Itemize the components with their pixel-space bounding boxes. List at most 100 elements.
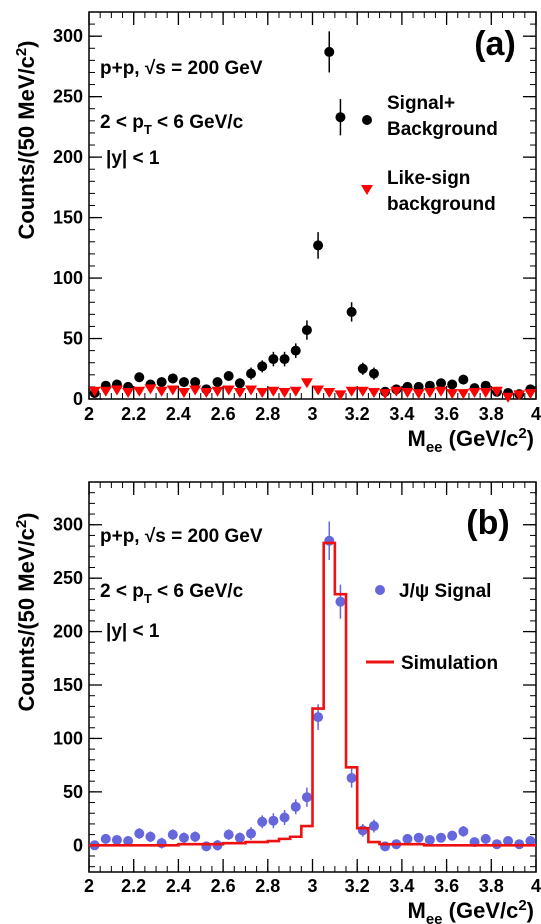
legend-b: J/ψ Signal Simulation (366, 581, 498, 674)
x-tick-label-a: 3 (307, 404, 317, 424)
data-point-b-0 (280, 813, 290, 823)
data-point-b-0 (414, 833, 424, 843)
like-sign-point (357, 387, 369, 397)
data-point-b-0 (190, 832, 200, 842)
legend-label-signal-background-2: Background (387, 119, 498, 140)
x-tick-label-a: 2.2 (121, 404, 146, 424)
data-point-a-0 (257, 361, 267, 371)
x-tick-label-a: 2.6 (211, 404, 236, 424)
data-point-b-0 (246, 829, 256, 839)
legend-marker-signal-background (362, 115, 372, 125)
data-point-b-0 (168, 830, 178, 840)
y-tick-label-a: 100 (53, 268, 83, 288)
like-sign-point (312, 386, 324, 396)
y-tick-label-a: 300 (53, 26, 83, 46)
x-axis-title-b: Mee (GeV/c2) (408, 897, 535, 924)
data-point-b-0 (425, 835, 435, 845)
data-point-a-0 (280, 354, 290, 364)
data-point-b-0 (257, 817, 267, 827)
x-tick-label-b: 2.8 (255, 876, 280, 896)
x-axis-title-a: Mee (GeV/c2) (408, 425, 535, 456)
data-point-b-0 (347, 773, 357, 783)
panel-b: 2 2.2 2.4 2.6 2.8 3 3.2 3.4 3.6 3.8 4 0 50 100 150 200 2… (13, 482, 541, 924)
like-sign-point (401, 388, 413, 398)
like-sign-point (368, 388, 380, 398)
data-point-a-0 (157, 377, 167, 387)
annotation-system-b: p+p, √s = 200 GeV (100, 526, 263, 547)
data-marks-b (89, 522, 536, 852)
data-point-b-0 (112, 835, 122, 845)
x-tick-label-a: 3.2 (345, 404, 370, 424)
like-sign-point (156, 387, 168, 397)
data-point-a-0 (324, 47, 334, 57)
data-point-b-0 (402, 834, 412, 844)
y-tick-label-b: 100 (53, 728, 83, 748)
data-point-b-0 (201, 841, 211, 851)
data-point-a-0 (358, 364, 368, 374)
like-sign-point (122, 388, 134, 398)
y-tick-label-a: 0 (73, 389, 83, 409)
data-point-b-0 (302, 792, 312, 802)
like-sign-point (435, 387, 447, 397)
data-point-a-0 (179, 377, 189, 387)
annotation-rapidity-a: |y| < 1 (106, 148, 160, 169)
like-sign-point (413, 389, 425, 399)
data-point-b-0 (481, 834, 491, 844)
x-tick-label-a: 3.8 (479, 404, 504, 424)
data-point-b-0 (224, 830, 234, 840)
data-point-b-0 (458, 826, 468, 836)
like-sign-point (178, 388, 190, 398)
legend-label-like-sign-2: background (387, 194, 496, 215)
like-sign-point (212, 387, 224, 397)
x-tick-label-b: 3.8 (479, 876, 504, 896)
x-tick-label-b: 3.2 (345, 876, 370, 896)
y-tick-label-b: 0 (73, 835, 83, 855)
data-point-a-0 (458, 375, 468, 385)
like-sign-point (290, 387, 302, 397)
y-axis-title-a: Counts/(50 MeV/c2) (13, 40, 39, 239)
data-point-b-0 (101, 834, 111, 844)
y-tick-label-a: 150 (53, 208, 83, 228)
y-tick-label-b: 200 (53, 622, 83, 642)
like-sign-point (189, 386, 201, 396)
legend-a: Signal+ Background Like-sign background (361, 93, 498, 215)
data-point-a-0 (224, 371, 234, 381)
like-sign-point (446, 389, 458, 399)
like-sign-point (100, 387, 112, 397)
data-point-a-0 (313, 240, 323, 250)
panel-a: 2 2.2 2.4 2.6 2.8 3 3.2 3.4 3.6 3.8 4 0 50 100 150 200 2… (13, 12, 541, 456)
x-tick-label-b: 2.4 (166, 876, 191, 896)
data-point-b-0 (369, 821, 379, 831)
x-tick-label-a: 2.4 (166, 404, 191, 424)
x-tick-label-a: 3.4 (389, 404, 414, 424)
data-point-a-0 (235, 378, 245, 388)
annotation-pt-range-a: 2 < pT < 6 GeV/c (100, 112, 244, 137)
legend-label-like-sign-1: Like-sign (387, 168, 470, 189)
legend-label-simulation: Simulation (401, 653, 498, 674)
y-tick-label-b: 300 (53, 515, 83, 535)
data-point-a-0 (246, 369, 256, 379)
data-point-b-0 (157, 838, 167, 848)
x-tick-label-b: 4 (531, 876, 541, 896)
legend-label-signal-background-1: Signal+ (387, 93, 455, 114)
like-sign-point (245, 386, 257, 396)
x-tick-label-a: 4 (531, 404, 541, 424)
like-sign-point (167, 386, 179, 396)
data-point-b-0 (235, 833, 245, 843)
legend-marker-jpsi-signal (375, 585, 385, 595)
like-sign-point (502, 393, 514, 403)
annotation-system-a: p+p, √s = 200 GeV (100, 58, 263, 79)
like-sign-point (144, 384, 156, 394)
data-point-b-0 (291, 802, 301, 812)
like-sign-point (133, 387, 145, 397)
data-marks-a (89, 31, 537, 402)
data-point-a-0 (369, 369, 379, 379)
legend-marker-like-sign (361, 185, 373, 195)
like-sign-point (323, 388, 335, 398)
annotation-pt-range-b: 2 < pT < 6 GeV/c (100, 581, 244, 606)
y-tick-label-b: 250 (53, 568, 83, 588)
y-axis-title-b: Counts/(50 MeV/c2) (13, 512, 39, 711)
data-point-b-0 (335, 597, 345, 607)
data-point-b-0 (313, 712, 323, 722)
